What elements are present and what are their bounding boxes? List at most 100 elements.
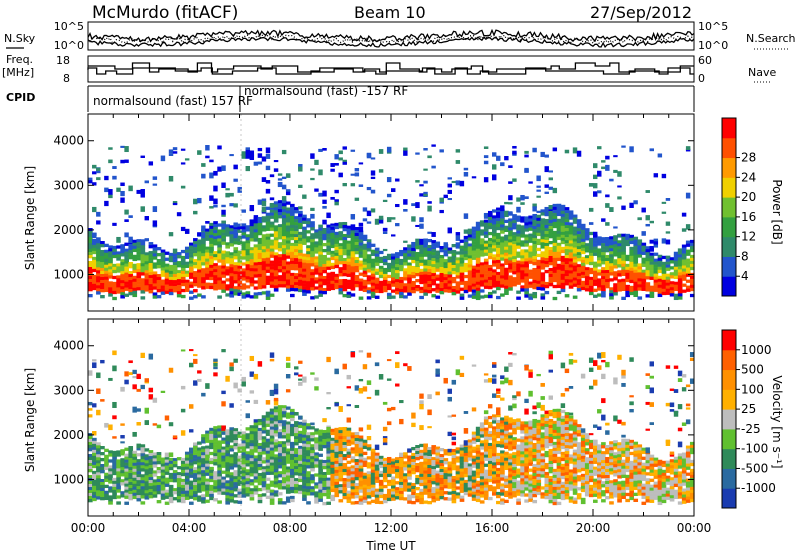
rti-cell (141, 278, 146, 281)
rti-cell (613, 277, 618, 280)
rti-cell (246, 258, 251, 261)
rti-cell (213, 227, 218, 230)
rti-cell (112, 436, 116, 438)
rti-cell (246, 249, 251, 252)
rti-cell (274, 213, 279, 216)
rti-cell (520, 219, 525, 222)
rti-cell (500, 227, 505, 230)
rti-cell (298, 473, 303, 476)
rti-cell (88, 261, 93, 264)
rti-cell (197, 245, 202, 248)
rti-cell (561, 217, 566, 220)
rti-cell (153, 494, 158, 497)
rti-cell (488, 244, 493, 247)
rti-cell (488, 286, 493, 289)
rti-cell (633, 279, 638, 282)
rti-cell (347, 241, 352, 244)
rti-cell (553, 297, 558, 300)
rti-cell (646, 258, 651, 261)
rti-cell (290, 219, 295, 222)
rti-cell (290, 475, 295, 478)
rti-cell (326, 433, 331, 436)
rti-cell (225, 188, 229, 190)
rti-cell (153, 184, 157, 186)
rti-cell (609, 269, 614, 272)
rti-cell (157, 262, 162, 265)
rti-cell (302, 239, 307, 242)
rti-cell (395, 457, 400, 460)
rti-cell (476, 231, 481, 234)
rti-cell (496, 156, 500, 161)
rti-cell (189, 273, 194, 276)
rti-cell (213, 272, 218, 275)
rti-cell (359, 478, 364, 481)
rti-cell (549, 217, 554, 220)
rti-cell (387, 281, 392, 284)
rti-cell (609, 242, 614, 245)
rti-cell (290, 255, 295, 258)
rti-cell (476, 264, 481, 267)
rti-cell (270, 240, 275, 243)
rti-cell (508, 287, 513, 290)
rti-cell (217, 256, 222, 259)
rti-cell (306, 483, 311, 486)
rti-cell (173, 259, 178, 262)
rti-cell (262, 234, 267, 237)
rti-cell (359, 475, 364, 478)
rti-cell (169, 485, 174, 488)
rti-cell (573, 254, 578, 257)
rti-cell (573, 227, 578, 230)
rti-cell (662, 262, 667, 265)
rti-cell (682, 269, 687, 272)
rti-cell (128, 289, 133, 292)
rti-cell (395, 288, 400, 291)
rti-cell (399, 470, 404, 473)
rti-cell (318, 445, 323, 448)
rti-cell (452, 262, 457, 265)
rti-cell (338, 249, 343, 252)
rti-cell (662, 268, 667, 271)
rti-cell (290, 457, 295, 460)
rti-cell (682, 245, 687, 248)
rti-cell (403, 464, 408, 467)
rti-cell (415, 252, 420, 255)
rti-cell (367, 245, 372, 248)
rti-cell (157, 467, 162, 470)
rti-cell (149, 495, 154, 498)
rti-cell (286, 406, 291, 409)
rti-cell (141, 269, 146, 272)
rti-cell (266, 466, 271, 469)
colorbar-segment (722, 177, 736, 197)
rti-cell (112, 351, 116, 356)
rti-cell (310, 456, 315, 459)
rti-cell (96, 270, 101, 273)
rti-cell (343, 270, 348, 273)
rti-cell (149, 242, 154, 245)
rti-cell (528, 222, 533, 225)
rti-cell (488, 283, 493, 286)
rti-cell (310, 248, 315, 251)
rti-cell (415, 270, 420, 273)
rti-cell (270, 252, 275, 255)
rti-cell (193, 449, 198, 452)
rti-cell (330, 450, 335, 453)
rti-cell (258, 473, 263, 476)
rti-cell (387, 263, 392, 266)
rti-cell (173, 262, 178, 265)
rti-cell (302, 263, 307, 266)
rti-cell (136, 275, 141, 278)
rti-cell (561, 226, 566, 229)
rti-cell (585, 267, 590, 270)
rti-cell (678, 290, 683, 293)
rti-cell (448, 190, 452, 194)
rti-cell (205, 283, 210, 286)
rti-cell (124, 460, 129, 463)
rti-cell (266, 496, 271, 499)
rti-cell (201, 286, 206, 289)
rti-cell (601, 218, 605, 221)
rti-cell (597, 254, 602, 257)
rti-cell (193, 259, 198, 262)
rti-cell (496, 233, 501, 236)
rti-cell (209, 470, 214, 473)
rti-cell (310, 444, 315, 447)
